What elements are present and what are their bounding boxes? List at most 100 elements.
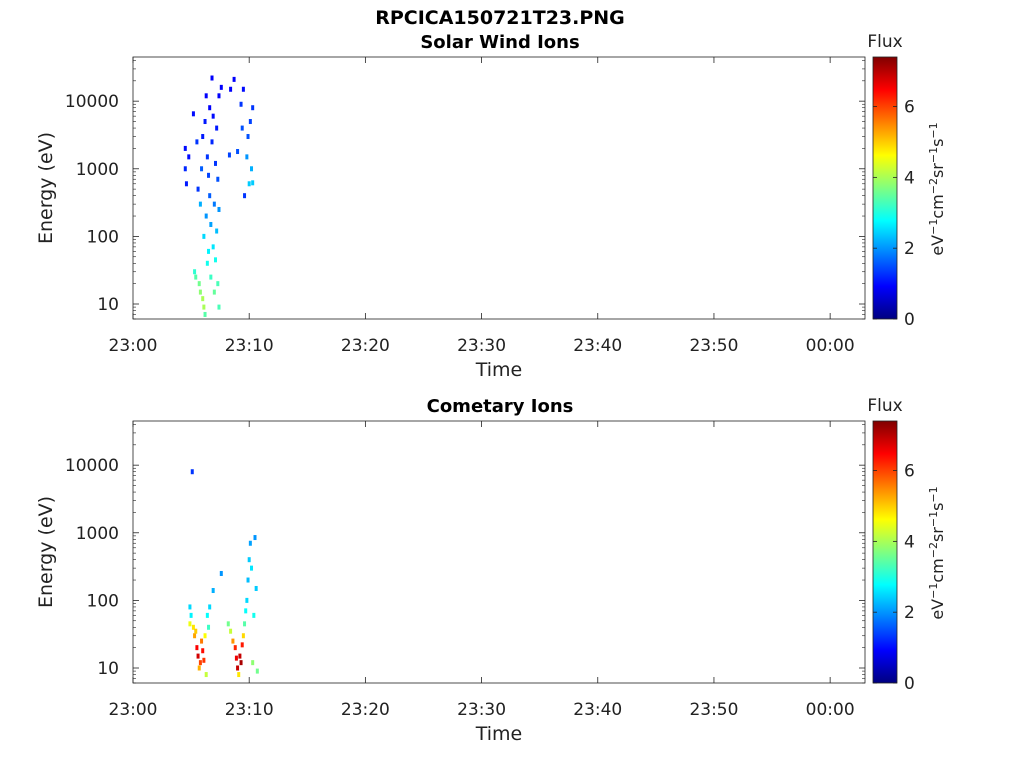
heatmap-cell <box>203 311 207 317</box>
x-tick-label: 00:00 <box>806 700 855 720</box>
heatmap-cell <box>245 154 249 160</box>
heatmap-cell <box>226 621 230 627</box>
heatmap-cell <box>236 665 240 671</box>
cometary-ions-panel: Cometary Ions 10 100 1000 10000 23:00 23:10 2… <box>35 396 947 745</box>
heatmap-cell <box>190 469 194 475</box>
y-tick-label: 1000 <box>76 524 119 544</box>
heatmap-cell <box>211 244 215 250</box>
heatmap-cell <box>208 105 212 111</box>
y-tick-label: 100 <box>87 591 119 611</box>
x-tick-label: 23:40 <box>573 700 622 720</box>
heatmap-cell <box>238 653 242 659</box>
y-axis-label: Energy (eV) <box>35 132 57 244</box>
heatmap-cell <box>205 612 209 618</box>
heatmap-cell <box>253 535 257 541</box>
colorbar-label: Flux <box>867 396 902 416</box>
x-axis-label: Time <box>475 359 523 381</box>
heatmap-cell <box>203 633 207 639</box>
colorbar-tick-label: 4 <box>904 532 915 552</box>
heatmap-cell <box>197 665 201 671</box>
y-tick-label: 10 <box>97 295 119 315</box>
x-axis-ticks: 23:00 23:10 23:20 23:30 23:40 23:50 00:00 <box>109 57 855 356</box>
colorbar-tick-label: 2 <box>904 603 915 623</box>
heatmap-cell <box>229 86 233 92</box>
y-tick-label: 1000 <box>76 160 119 180</box>
heatmap-cell <box>202 304 206 310</box>
y-tick-label: 10000 <box>65 92 119 112</box>
heatmap-cell <box>204 672 208 678</box>
heatmap-cell <box>195 645 199 651</box>
x-tick-label: 23:10 <box>225 700 274 720</box>
plot-frame <box>132 420 866 684</box>
x-tick-label: 23:40 <box>573 336 622 356</box>
x-tick-label: 23:50 <box>689 336 738 356</box>
heatmap-cell <box>194 274 198 280</box>
heatmap-cell <box>212 201 216 207</box>
colorbar <box>872 56 898 320</box>
heatmap-cell <box>211 113 215 119</box>
solar-wind-panel: Solar Wind Ions 10 100 1000 10000 23:00 23:1… <box>35 32 947 381</box>
heatmap-cell <box>243 621 247 627</box>
heatmap-cell <box>217 206 221 212</box>
x-tick-label: 23:00 <box>109 700 158 720</box>
y-tick-label: 10 <box>97 659 119 679</box>
heatmap-cell <box>187 154 191 160</box>
colorbar-tick-label: 2 <box>904 239 915 259</box>
heatmap-cell <box>183 166 187 172</box>
heatmap-cell <box>246 134 250 140</box>
heatmap-cell <box>202 233 206 239</box>
heatmap-cell <box>203 119 207 125</box>
heatmap-cell <box>189 612 193 618</box>
heatmap-cell <box>231 638 235 644</box>
y-axis-label: Energy (eV) <box>35 496 57 608</box>
y-tick-label: 100 <box>87 227 119 247</box>
heatmap-cell <box>241 633 245 639</box>
heatmap-cell <box>245 597 249 603</box>
heatmap-cell <box>193 633 197 639</box>
heatmap-cell <box>183 145 187 151</box>
heatmap-cell <box>207 248 211 254</box>
heatmap-cell <box>251 105 255 111</box>
x-axis-ticks: 23:00 23:10 23:20 23:30 23:40 23:50 00:00 <box>109 421 855 720</box>
heatmap-cell <box>211 588 215 594</box>
heatmap-cell <box>217 304 221 310</box>
heatmap-cell <box>243 193 247 199</box>
heatmap-cell <box>239 660 243 666</box>
x-tick-label: 23:20 <box>341 336 390 356</box>
y-tick-label: 10000 <box>65 456 119 476</box>
plot-frame <box>132 56 866 320</box>
heatmap-cell <box>205 260 209 266</box>
heatmap-cell <box>197 281 201 287</box>
heatmap-cell <box>194 628 198 634</box>
heatmap-cell <box>204 93 208 99</box>
heatmap-cell <box>213 160 217 166</box>
heatmap-cell <box>251 660 255 666</box>
heatmap-cell <box>188 604 192 610</box>
colorbar <box>872 420 898 684</box>
colorbar-tick-label: 0 <box>904 310 915 330</box>
x-tick-label: 00:00 <box>806 336 855 356</box>
heatmap-cell <box>195 139 199 145</box>
heatmap-cell <box>250 166 254 172</box>
heatmap-cell <box>193 269 197 275</box>
panel-title: Solar Wind Ions <box>420 32 579 53</box>
heatmap-cell <box>240 642 244 648</box>
heatmap-cell <box>252 612 256 618</box>
heatmap-cell <box>247 557 251 563</box>
heatmap-cell <box>198 660 202 666</box>
heatmap-cell <box>250 565 254 571</box>
heatmap-cell <box>255 668 259 674</box>
colorbar-ticks: 0 2 4 6 <box>873 462 915 694</box>
heatmap-cell <box>239 101 243 107</box>
heatmap-cell <box>247 181 251 187</box>
heatmap-cell <box>191 624 195 630</box>
x-tick-label: 23:30 <box>457 336 506 356</box>
heatmap-cell <box>198 289 202 295</box>
heatmap-cell <box>217 93 221 99</box>
heatmap-cell <box>234 655 238 661</box>
heatmap-cell <box>232 76 236 82</box>
heatmap-cell <box>208 604 212 610</box>
panel-title: Cometary Ions <box>427 396 574 417</box>
heatmap-cell <box>254 585 258 591</box>
